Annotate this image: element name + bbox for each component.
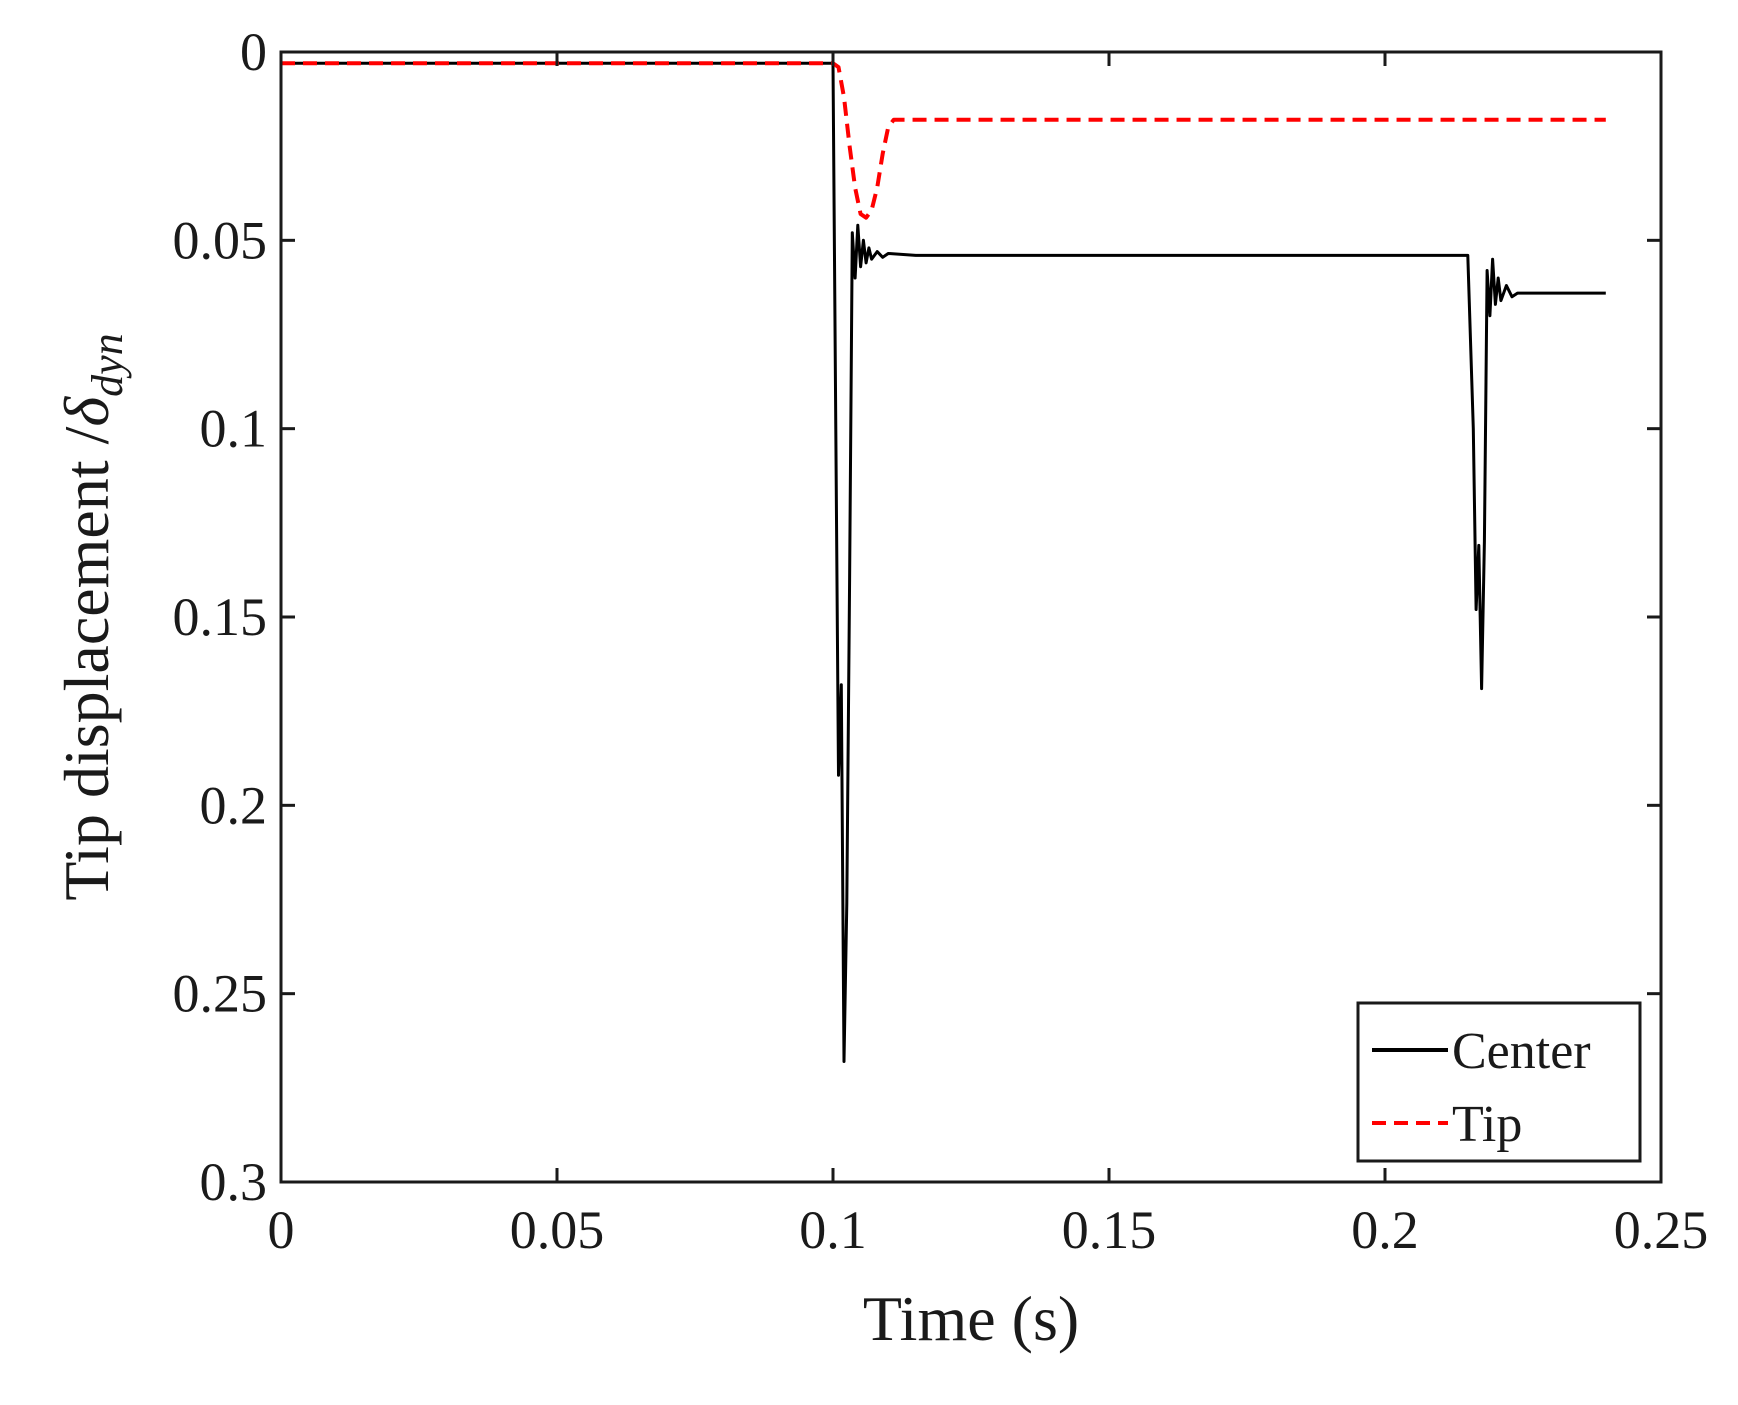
plot-lines — [281, 61, 1606, 1063]
y-tick-label: 0.3 — [200, 1152, 268, 1212]
y-axis-tick-labels: 0 0.05 0.1 0.15 0.2 0.25 0.3 — [173, 22, 268, 1212]
series-line-center — [281, 61, 1606, 1063]
y-axis-label-symbol: δ — [51, 396, 122, 427]
x-tick-label: 0.2 — [1351, 1200, 1419, 1260]
x-tick-label: 0 — [268, 1200, 295, 1260]
legend-label-tip: Tip — [1452, 1096, 1522, 1153]
x-tick-label: 0.1 — [799, 1200, 867, 1260]
series-line-tip — [281, 61, 1606, 220]
y-tick-label: 0.1 — [200, 399, 268, 459]
legend: Center Tip — [1356, 1001, 1642, 1163]
legend-box — [1356, 1001, 1642, 1163]
x-axis-tick-labels: 0 0.05 0.1 0.15 0.2 0.25 — [268, 1200, 1709, 1260]
legend-label-center: Center — [1452, 1023, 1591, 1080]
y-tick-label: 0.2 — [200, 775, 268, 835]
y-axis-label-main: Tip displacement / — [51, 426, 122, 900]
y-axis-label-subscript: dyn — [83, 333, 132, 397]
x-tick-label: 0.25 — [1614, 1200, 1709, 1260]
x-axis-ticks — [279, 52, 1663, 1182]
y-tick-label: 0.15 — [173, 587, 268, 647]
y-axis-ticks — [281, 50, 1661, 1184]
y-tick-label: 0 — [240, 22, 267, 82]
y-tick-label: 0.25 — [173, 964, 268, 1024]
x-axis-label: Time (s) — [863, 1283, 1079, 1354]
x-tick-label: 0.05 — [510, 1200, 605, 1260]
y-axis-label: Tip displacement /δdyn — [51, 333, 132, 900]
x-tick-label: 0.15 — [1062, 1200, 1157, 1260]
y-tick-label: 0.05 — [173, 210, 268, 270]
